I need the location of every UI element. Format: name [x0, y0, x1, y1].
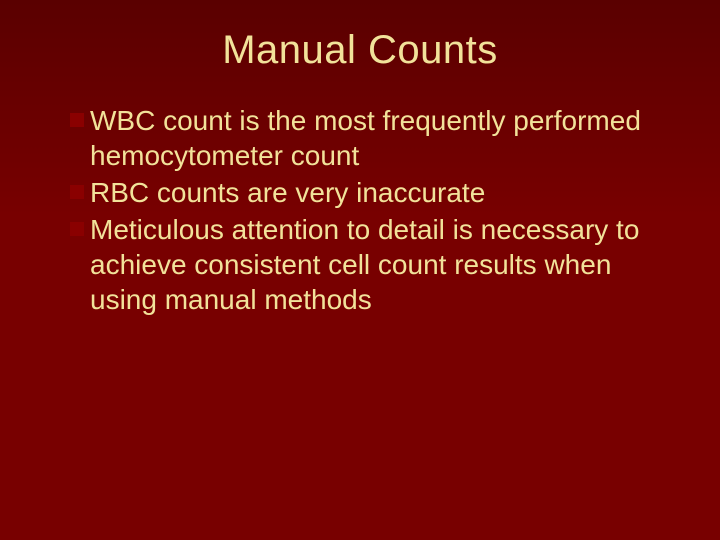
- bullet-text: RBC counts are very inaccurate: [90, 175, 485, 210]
- slide-body: WBC count is the most frequently perform…: [0, 73, 720, 317]
- square-bullet-icon: [70, 185, 84, 199]
- square-bullet-icon: [70, 113, 84, 127]
- bullet-text: Meticulous attention to detail is necess…: [90, 212, 670, 317]
- bullet-item: Meticulous attention to detail is necess…: [70, 212, 670, 317]
- bullet-item: RBC counts are very inaccurate: [70, 175, 670, 210]
- square-bullet-icon: [70, 222, 84, 236]
- bullet-text: WBC count is the most frequently perform…: [90, 103, 670, 173]
- slide: Manual Counts WBC count is the most freq…: [0, 0, 720, 540]
- slide-title: Manual Counts: [0, 0, 720, 73]
- bullet-item: WBC count is the most frequently perform…: [70, 103, 670, 173]
